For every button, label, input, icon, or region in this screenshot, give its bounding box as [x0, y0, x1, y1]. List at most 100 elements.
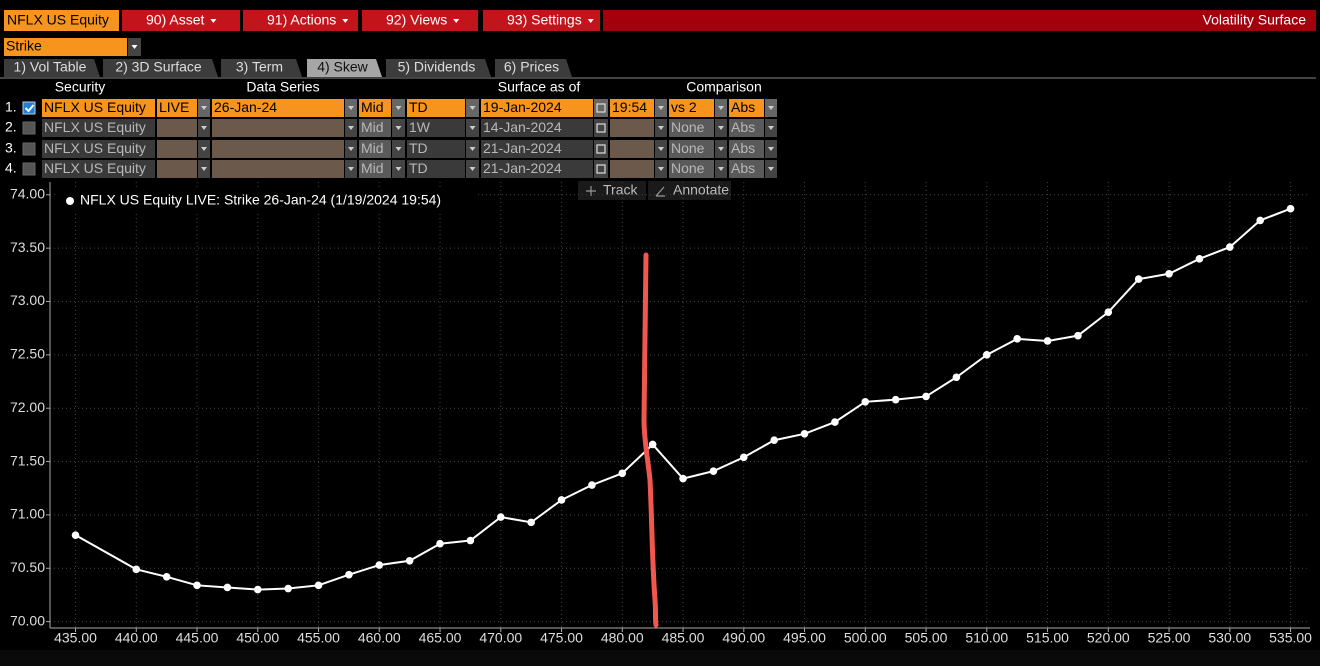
cell[interactable] [669, 140, 714, 158]
cell[interactable] [407, 160, 465, 178]
data-point [345, 570, 353, 579]
cell[interactable] [212, 99, 344, 117]
selector-box[interactable] [4, 38, 127, 56]
cell[interactable] [481, 99, 593, 117]
data-point [557, 496, 566, 504]
x-tick-label: 465.00 [419, 630, 462, 646]
cell-date: 14-Jan-2024 [483, 119, 562, 135]
data-point [527, 518, 535, 527]
dropdown-arrow [768, 106, 774, 110]
data-point [770, 436, 778, 445]
menu-label: 90) Asset [146, 12, 204, 28]
cell-security: NFLX US Equity [44, 160, 146, 176]
dropdown-arrow [395, 167, 402, 171]
cell[interactable] [729, 99, 764, 117]
dropdown-arrow [348, 126, 354, 130]
menu-button[interactable] [362, 10, 478, 31]
cell-mode: TD [409, 140, 428, 156]
cell[interactable] [212, 140, 344, 158]
dropdown-arrow [768, 147, 774, 151]
cell[interactable] [407, 99, 465, 117]
cell[interactable] [669, 99, 714, 117]
calendar-button[interactable] [594, 140, 608, 158]
x-tick-label: 450.00 [236, 630, 279, 646]
cell[interactable] [212, 160, 344, 178]
cell[interactable] [481, 160, 593, 178]
menu-button[interactable] [243, 10, 358, 31]
row-checkbox[interactable] [22, 162, 36, 176]
tool-label: Track [603, 182, 638, 198]
cell[interactable] [729, 160, 764, 178]
cell[interactable] [212, 119, 344, 137]
cell[interactable] [610, 160, 654, 178]
cell[interactable] [359, 99, 391, 117]
data-point [679, 474, 687, 483]
cell[interactable] [407, 140, 465, 158]
cell-scale: Abs [731, 140, 755, 156]
cell-side: Mid [361, 160, 384, 176]
menu-label: 93) Settings [507, 12, 582, 28]
cell[interactable] [610, 140, 654, 158]
calendar-button[interactable] [594, 119, 608, 137]
calendar-button[interactable] [594, 160, 608, 178]
cell-comparison: None [671, 140, 705, 156]
calendar-button[interactable] [594, 99, 608, 117]
x-tick-label: 470.00 [479, 630, 522, 646]
tab[interactable] [221, 59, 302, 77]
cell[interactable] [610, 99, 654, 117]
cell[interactable] [669, 160, 714, 178]
menu-button[interactable] [122, 10, 240, 31]
tab[interactable] [4, 59, 100, 77]
cell-mode: TD [409, 160, 428, 176]
data-point [1256, 216, 1264, 225]
cell[interactable] [157, 160, 197, 178]
legend-label: NFLX US Equity LIVE: Strike 26-Jan-24 (1… [80, 192, 441, 208]
dropdown-arrow [469, 167, 476, 171]
dropdown-arrow [201, 126, 207, 130]
cell-security: NFLX US Equity [44, 140, 146, 156]
row-checkbox[interactable] [22, 101, 36, 115]
data-point [405, 556, 414, 565]
data-point [618, 469, 627, 478]
cell[interactable] [610, 119, 654, 137]
cell[interactable] [359, 140, 391, 158]
cell[interactable] [407, 119, 465, 137]
cell[interactable] [481, 140, 593, 158]
cell[interactable] [669, 119, 714, 137]
row-checkbox[interactable] [22, 121, 36, 135]
tab[interactable] [386, 59, 491, 77]
cell[interactable] [157, 99, 197, 117]
cell[interactable] [729, 140, 764, 158]
tab-label: 3) Term [236, 59, 283, 75]
cell[interactable] [359, 119, 391, 137]
cell[interactable] [42, 160, 155, 178]
data-point [284, 584, 292, 593]
y-tick-label: 73.00 [10, 292, 45, 308]
cell-mode: TD [409, 99, 428, 115]
data-point [193, 581, 201, 590]
cell[interactable] [729, 119, 764, 137]
column-header: Data Series [246, 79, 319, 95]
cell-side: Mid [361, 140, 384, 156]
cell[interactable] [42, 119, 155, 137]
tab[interactable] [495, 59, 572, 77]
x-tick-label: 480.00 [601, 630, 644, 646]
security-box[interactable] [4, 10, 119, 31]
data-point [253, 585, 262, 594]
x-tick-label: 520.00 [1087, 630, 1130, 646]
cell[interactable] [42, 99, 155, 117]
cell[interactable] [157, 140, 197, 158]
checkmark [24, 104, 35, 113]
tool-icon [655, 186, 665, 197]
data-point [314, 581, 323, 590]
cell[interactable] [157, 119, 197, 137]
cell-time: 19:54 [612, 99, 647, 115]
tab[interactable] [307, 59, 382, 77]
cell[interactable] [481, 119, 593, 137]
cell[interactable] [359, 160, 391, 178]
tab[interactable] [103, 59, 218, 77]
row-checkbox[interactable] [22, 142, 36, 156]
menu-button[interactable] [483, 10, 600, 31]
cell[interactable] [42, 140, 155, 158]
cell-comparison: vs 2 [671, 99, 697, 115]
